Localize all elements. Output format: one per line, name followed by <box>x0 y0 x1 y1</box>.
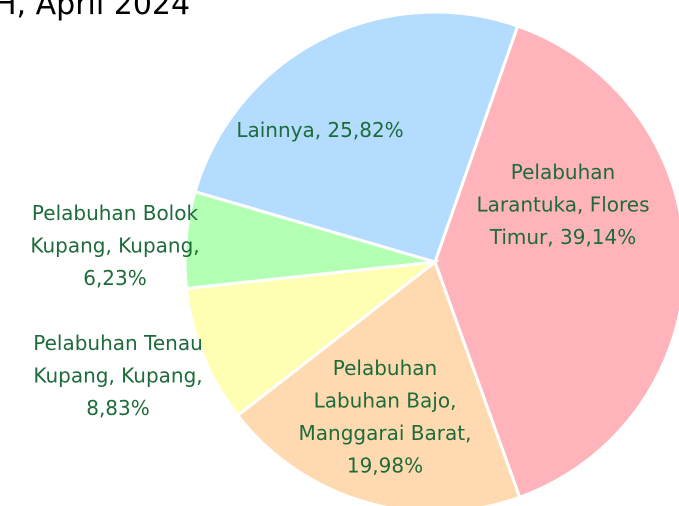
slice-label-line: Pelabuhan Bolok <box>32 201 199 225</box>
slice-label-line: Pelabuhan <box>511 160 615 184</box>
slice-label: Pelabuhan Tenau Kupang, Kupang, 8,83% <box>33 331 203 420</box>
pie-slice <box>193 10 520 264</box>
slice-label-line: 8,83% <box>86 396 150 420</box>
slice-label: Pelabuhan Larantuka, Flores Timur, 39,14% <box>476 160 649 249</box>
slice-label-line: 6,23% <box>83 266 147 290</box>
slice-label-line: Pelabuhan Tenau <box>33 331 203 355</box>
slice-label-line: Lainnya, 25,82% <box>236 118 403 142</box>
pie-slice <box>235 259 522 506</box>
slice-label-line: Manggarai Barat, <box>299 421 472 445</box>
slice-label: Pelabuhan Labuhan Bajo, Manggarai Barat, 19… <box>299 356 472 478</box>
slice-label-line: 19,98% <box>347 454 423 478</box>
slice-label-line: Pelabuhan <box>333 356 437 380</box>
slice-label-line: Kupang, Kupang, <box>30 234 199 258</box>
slice-label: Lainnya, 25,82% <box>236 118 403 142</box>
pie-slice <box>433 24 679 500</box>
slice-label: Pelabuhan Bolok Kupang, Kupang, 6,23% <box>30 201 199 290</box>
slice-label-line: Kupang, Kupang, <box>33 364 202 388</box>
pie-slice <box>184 259 441 418</box>
slice-label-line: Larantuka, Flores <box>476 193 649 217</box>
slice-label-line: Timur, 39,14% <box>489 225 637 249</box>
chart-title: H, April 2024 <box>0 0 190 22</box>
slice-label-line: Labuhan Bajo, <box>314 389 457 413</box>
